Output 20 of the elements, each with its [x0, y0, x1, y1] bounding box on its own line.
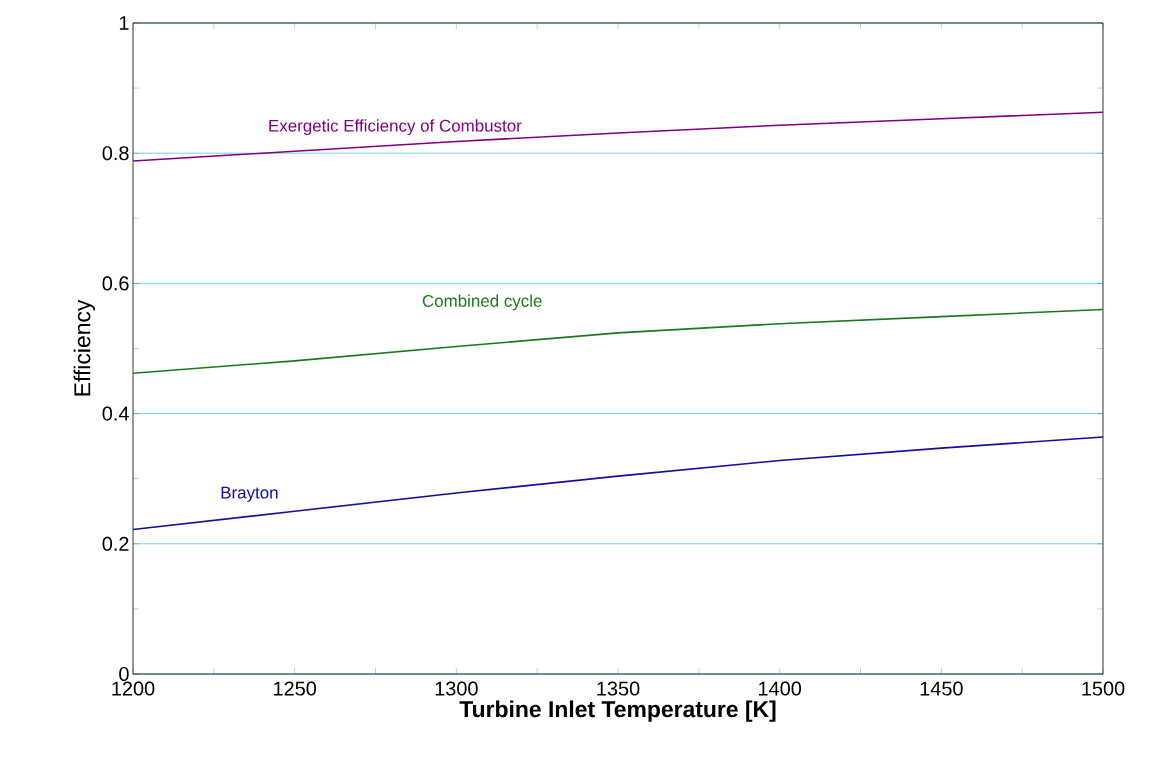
x-tick-label: 1250	[274, 681, 317, 696]
y-tick-label: 1	[119, 16, 129, 30]
x-tick-label: 1350	[597, 681, 640, 696]
x-tick-label: 1200	[112, 681, 155, 696]
x-tick-label: 1300	[435, 681, 478, 696]
series-label: Combined cycle	[422, 294, 542, 311]
y-tick-label: 0.2	[102, 536, 129, 551]
y-tick-label: 0.6	[102, 276, 129, 291]
series-label: Brayton	[221, 486, 278, 502]
line-series	[132, 111, 1104, 162]
x-tick-label: 1500	[1082, 681, 1125, 696]
y-axis-title: Efficiency	[73, 299, 95, 396]
x-axis-title: Turbine Inlet Temperature [K]	[459, 700, 776, 722]
series-label: Exergetic Efficiency of Combustor	[269, 119, 522, 136]
y-tick-label: 0	[119, 666, 129, 682]
y-tick-label: 0.4	[102, 406, 129, 421]
x-tick-label: 1400	[759, 681, 802, 696]
x-tick-label: 1450	[920, 681, 963, 696]
line-series	[132, 436, 1104, 531]
y-tick-label: 0.8	[102, 146, 129, 161]
